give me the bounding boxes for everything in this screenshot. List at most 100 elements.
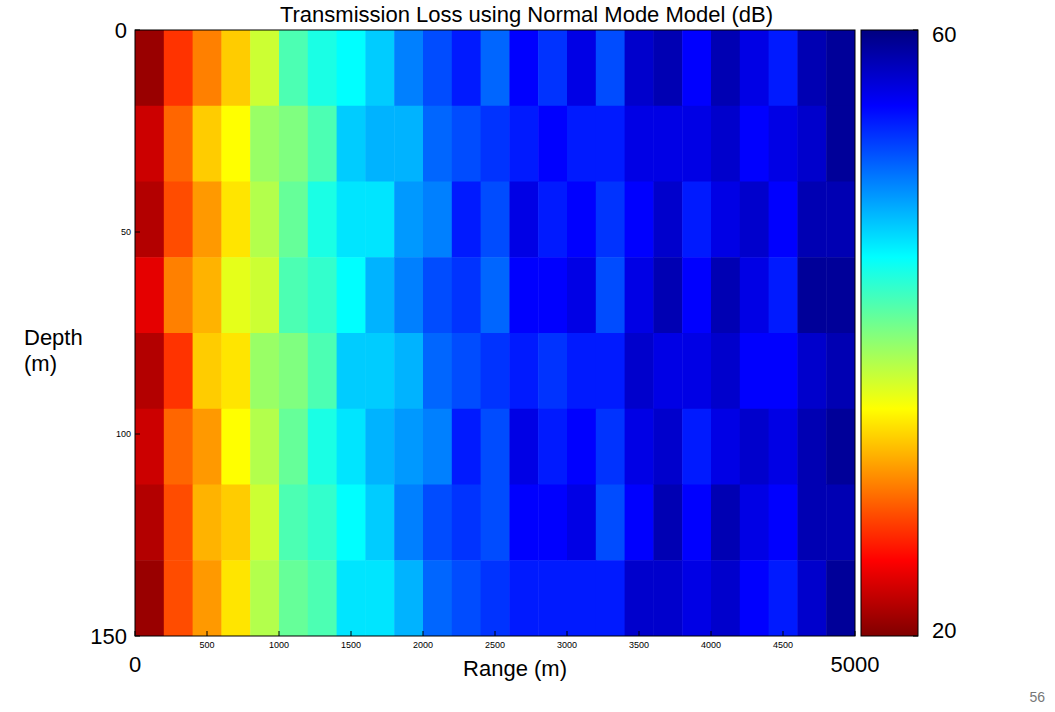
- cell: [452, 257, 481, 333]
- cell: [740, 485, 769, 561]
- cell: [337, 257, 366, 333]
- cell: [797, 182, 826, 258]
- cell: [625, 333, 654, 409]
- cell: [596, 257, 625, 333]
- cell: [308, 560, 337, 636]
- cell: [394, 560, 423, 636]
- y-tick-label: 0: [115, 18, 127, 43]
- cell: [596, 485, 625, 561]
- cell: [797, 485, 826, 561]
- cell: [193, 182, 222, 258]
- cell: [567, 333, 596, 409]
- cell: [653, 409, 682, 485]
- cell: [337, 409, 366, 485]
- cell: [797, 257, 826, 333]
- cell: [135, 257, 164, 333]
- cell: [452, 485, 481, 561]
- cell: [394, 182, 423, 258]
- cell: [308, 409, 337, 485]
- cell: [193, 257, 222, 333]
- cell: [653, 30, 682, 106]
- cell: [221, 30, 250, 106]
- cell: [164, 560, 193, 636]
- cell: [509, 182, 538, 258]
- cell: [337, 30, 366, 106]
- cell: [826, 106, 855, 182]
- cell: [481, 257, 510, 333]
- x-tick: [135, 631, 136, 636]
- cell: [193, 30, 222, 106]
- cell: [481, 106, 510, 182]
- cell: [740, 257, 769, 333]
- cell: [221, 485, 250, 561]
- cell: [423, 485, 452, 561]
- cell: [481, 333, 510, 409]
- cell: [682, 106, 711, 182]
- cell: [653, 257, 682, 333]
- cell: [394, 30, 423, 106]
- cell: [538, 106, 567, 182]
- cell: [279, 106, 308, 182]
- x-tick: [351, 631, 352, 636]
- cell: [538, 30, 567, 106]
- cell: [797, 560, 826, 636]
- cell: [365, 333, 394, 409]
- cell: [769, 333, 798, 409]
- cell: [826, 560, 855, 636]
- cell: [135, 409, 164, 485]
- cell: [221, 106, 250, 182]
- cell: [423, 560, 452, 636]
- cell: [481, 485, 510, 561]
- cell: [711, 409, 740, 485]
- cell: [221, 257, 250, 333]
- cell: [826, 257, 855, 333]
- cell: [567, 30, 596, 106]
- cell: [452, 560, 481, 636]
- y-tick: [135, 434, 140, 435]
- page-number: 56: [1029, 689, 1045, 705]
- cell: [653, 106, 682, 182]
- cell: [279, 485, 308, 561]
- cell: [193, 485, 222, 561]
- cell: [337, 333, 366, 409]
- cell: [250, 106, 279, 182]
- cell: [250, 30, 279, 106]
- cell: [135, 333, 164, 409]
- cell: [711, 560, 740, 636]
- cell: [394, 333, 423, 409]
- cell: [250, 333, 279, 409]
- cell: [365, 560, 394, 636]
- x-tick: [639, 631, 640, 636]
- cell: [797, 30, 826, 106]
- x-tick: [567, 631, 568, 636]
- cell: [509, 30, 538, 106]
- cell: [394, 257, 423, 333]
- cell: [625, 30, 654, 106]
- cell: [509, 485, 538, 561]
- heatmap-cells: [135, 30, 855, 636]
- cell: [740, 30, 769, 106]
- cell: [769, 409, 798, 485]
- cell: [769, 560, 798, 636]
- cell: [538, 182, 567, 258]
- cell: [653, 560, 682, 636]
- cell: [596, 333, 625, 409]
- plot-frame: [135, 30, 855, 636]
- cell: [221, 409, 250, 485]
- cell: [164, 485, 193, 561]
- cell: [365, 485, 394, 561]
- cell: [797, 106, 826, 182]
- cell: [682, 333, 711, 409]
- cell: [653, 485, 682, 561]
- cell: [452, 409, 481, 485]
- cell: [596, 30, 625, 106]
- cell: [452, 182, 481, 258]
- cell: [567, 106, 596, 182]
- cell: [135, 30, 164, 106]
- cell: [337, 485, 366, 561]
- x-tick-label: 1000: [269, 640, 289, 650]
- cell: [164, 257, 193, 333]
- cell: [250, 257, 279, 333]
- x-tick: [423, 631, 424, 636]
- x-tick-label: 3000: [557, 640, 577, 650]
